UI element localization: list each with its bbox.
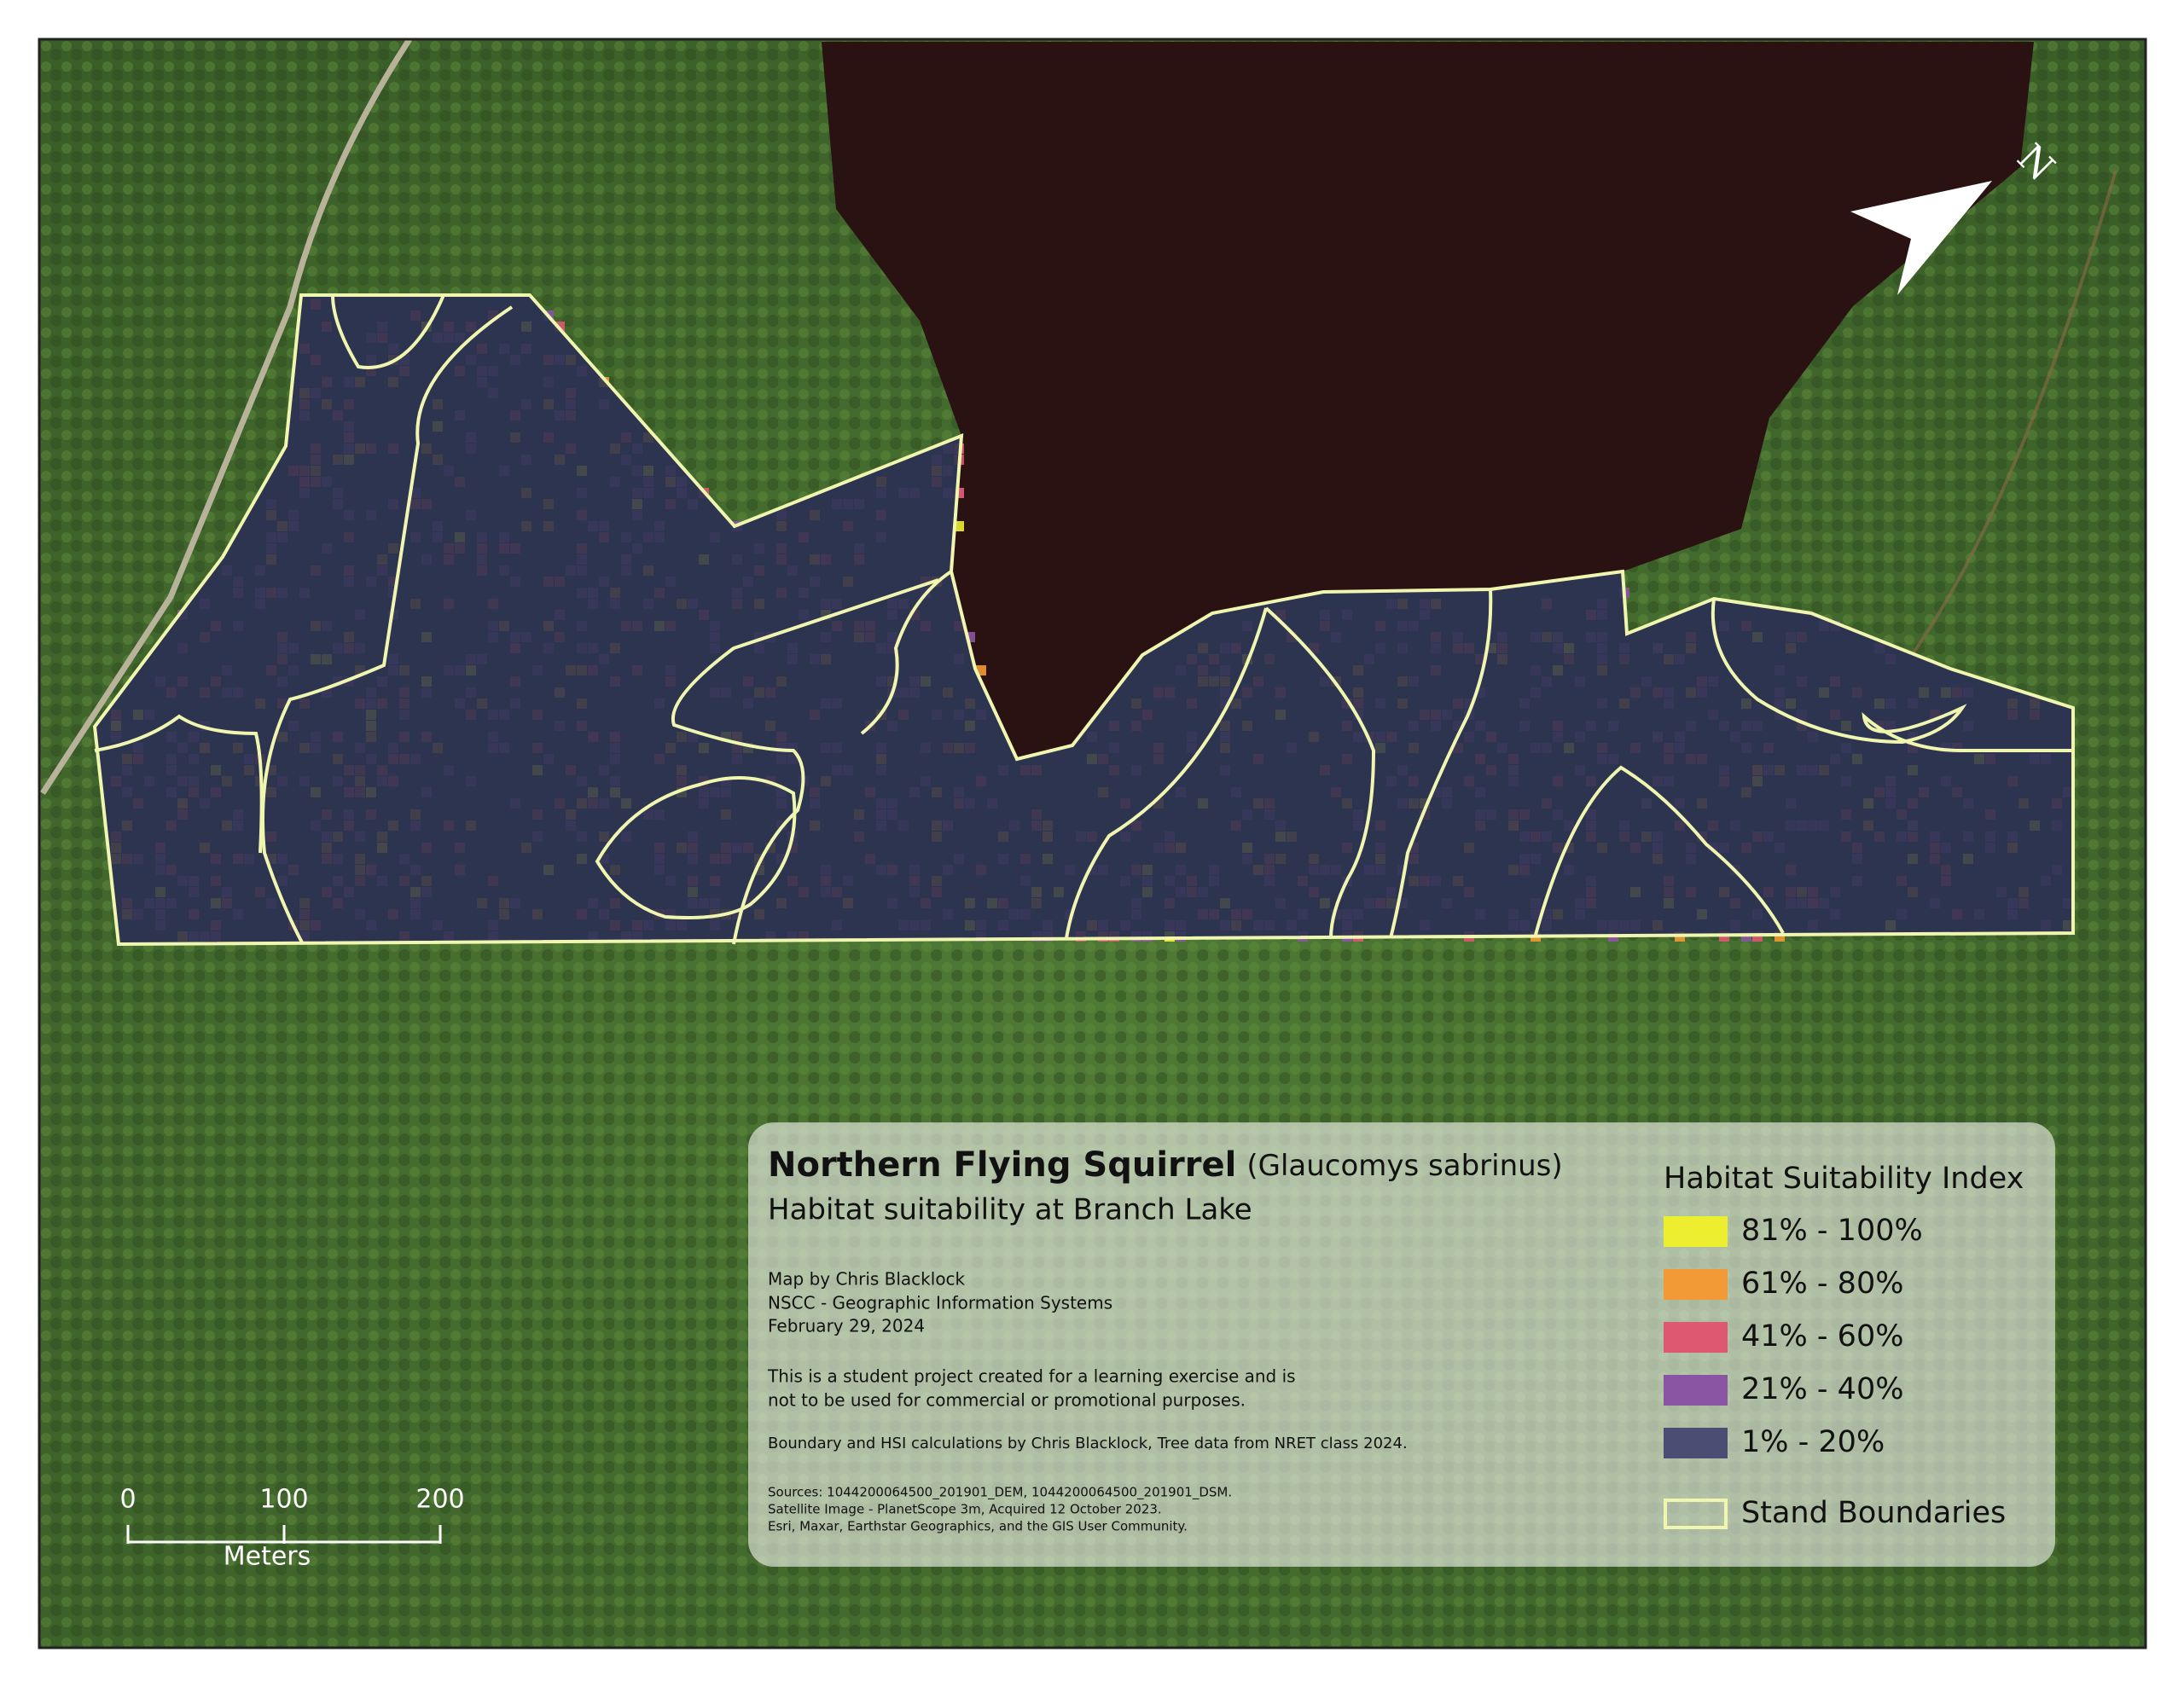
stand-line (860, 570, 953, 735)
legend-swatch (1664, 1499, 1728, 1529)
stand-line (261, 305, 514, 945)
legend-label: 81% - 100% (1741, 1214, 1923, 1248)
scale-label: 0 (119, 1485, 136, 1515)
stand-line (1065, 607, 1268, 939)
legend-swatch (1664, 1428, 1728, 1458)
legend-label: Stand Boundaries (1741, 1496, 2006, 1530)
credit: Map by Chris Blacklock (768, 1269, 966, 1290)
legend-swatch (1664, 1216, 1728, 1247)
credit: February 29, 2024 (768, 1316, 925, 1336)
stand-line (595, 776, 797, 919)
scale-bar: 0 100 200 Meters (119, 1485, 464, 1572)
stand-line (671, 578, 939, 945)
legend-title: Habitat Suitability Index (1664, 1162, 2024, 1196)
scale-label: 200 (415, 1485, 464, 1515)
lake (822, 42, 2034, 759)
subtitle: Habitat suitability at Branch Lake (768, 1193, 1252, 1227)
north-arrow-shape (1850, 181, 1992, 295)
boundary-note: Boundary and HSI calculations by Chris B… (768, 1435, 1408, 1452)
legend-label: 61% - 80% (1741, 1267, 1903, 1301)
road (40, 39, 412, 795)
legend-label: 1% - 20% (1741, 1425, 1885, 1459)
source: Satellite Image - PlanetScope 3m, Acquir… (768, 1502, 1162, 1517)
stand-line (331, 294, 445, 369)
legend-label: 41% - 60% (1741, 1319, 1903, 1354)
legend: 81% - 100% 61% - 80% 41% - 60% 21% - 40% 1% … (1664, 1214, 2006, 1530)
legend-swatch (1664, 1375, 1728, 1406)
map-frame (38, 38, 2147, 1649)
legend-swatch (1664, 1269, 1728, 1300)
stand-line (1534, 765, 1785, 936)
scale-label: 100 (259, 1485, 308, 1515)
legend-panel (748, 1122, 2055, 1567)
map-title-line: Northern Flying Squirrel (Glaucomys sabri… (768, 1145, 1563, 1185)
stand-line (94, 714, 264, 854)
disclaimer: not to be used for commercial or promoti… (768, 1390, 1246, 1411)
info-text: Northern Flying Squirrel (Glaucomys sabri… (767, 1145, 2024, 1534)
stand-boundaries (93, 293, 2075, 946)
legend-swatch (1664, 1322, 1728, 1353)
stand-line (1389, 588, 1493, 939)
legend-label: 21% - 40% (1741, 1372, 1903, 1406)
map-title: Northern Flying Squirrel (768, 1145, 1236, 1185)
source: Esri, Maxar, Earthstar Geographics, and … (768, 1519, 1188, 1534)
stand-line (1264, 606, 1376, 939)
disclaimer: This is a student project created for a … (767, 1366, 1296, 1387)
stand-line (1711, 598, 2073, 753)
credit: NSCC - Geographic Information Systems (768, 1293, 1112, 1313)
scale-unit: Meters (224, 1542, 311, 1572)
source: Sources: 1044200064500_201901_DEM, 10442… (768, 1485, 1232, 1501)
species: (Glaucomys sabrinus) (1246, 1149, 1562, 1183)
